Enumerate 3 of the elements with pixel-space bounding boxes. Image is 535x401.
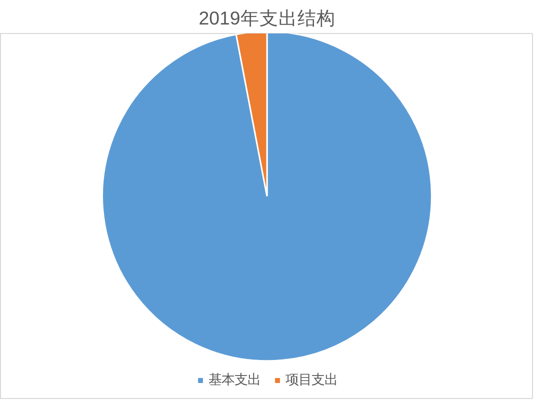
legend-label: 项目支出 [286, 371, 338, 389]
chart-title: 2019年支出结构 [198, 8, 336, 28]
legend-label: 基本支出 [208, 371, 260, 389]
